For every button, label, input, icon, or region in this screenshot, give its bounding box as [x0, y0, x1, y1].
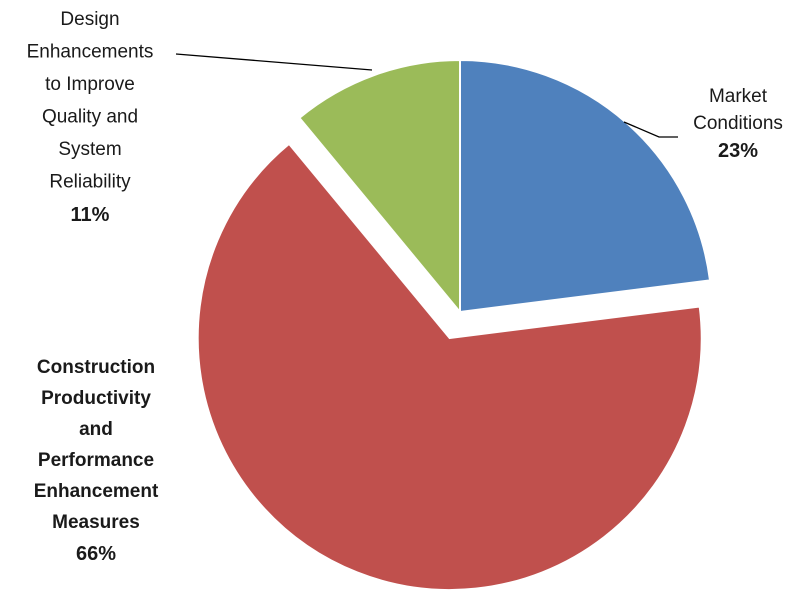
- slice-percent-label: 11%: [71, 204, 110, 226]
- slice-label-line: System: [58, 139, 121, 160]
- pie-slices: [196, 58, 712, 591]
- slice-label-line: Quality and: [42, 107, 138, 128]
- slice-percent-label: 66%: [76, 543, 116, 565]
- slice-label-line: Design: [60, 9, 119, 30]
- slice-label-line: Reliability: [49, 172, 131, 193]
- slice-label-line: Measures: [52, 512, 140, 533]
- leader-lines: [175, 53, 678, 138]
- slice-label-line: to Improve: [45, 74, 135, 95]
- slice-label-line: Performance: [38, 450, 154, 471]
- slice-label-line: Conditions: [693, 113, 783, 134]
- slice-label-line: Enhancements: [27, 42, 154, 63]
- slice-label-line: Market: [709, 86, 768, 107]
- slice-label-line: Enhancement: [34, 481, 159, 502]
- pie-slice-3: [297, 58, 461, 315]
- pie-slice-2: [196, 142, 703, 591]
- slice-label-2: Construction Productivity and Performance En…: [34, 357, 159, 565]
- slice-labels: Market Conditions 23% Construction Productiv…: [27, 9, 783, 565]
- pie-slice-1: [459, 58, 712, 314]
- slice-label-line: and: [79, 419, 113, 440]
- leader-line: [623, 121, 678, 138]
- leader-line: [175, 53, 373, 71]
- slice-label-line: Productivity: [41, 388, 151, 409]
- slice-label-3: Design Enhancements to Improve Quality and S…: [27, 9, 154, 226]
- slice-label-line: Construction: [37, 357, 155, 378]
- slice-label-1: Market Conditions 23%: [693, 86, 783, 162]
- slice-percent-label: 23%: [718, 140, 758, 162]
